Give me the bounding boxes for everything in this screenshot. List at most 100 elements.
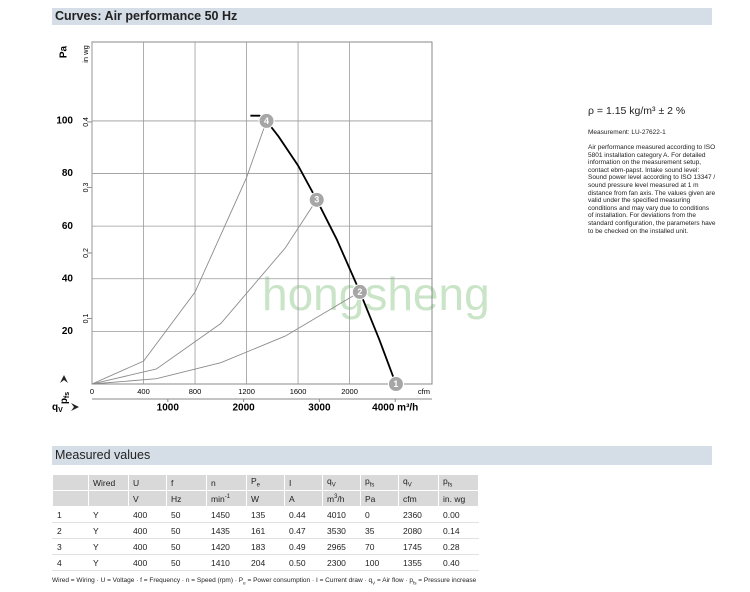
subscript: V: [331, 482, 336, 489]
header-cell: m3/h: [322, 490, 361, 507]
text: f = Frequency ·: [140, 577, 186, 584]
cell: 3530: [322, 522, 361, 539]
text: f: [171, 477, 174, 488]
plot-frame: [91, 41, 433, 385]
section-title: Curves: Air performance 50 Hz: [52, 8, 712, 25]
cell: 400: [128, 522, 167, 539]
header-cell: Wired: [88, 474, 129, 491]
text: P: [251, 476, 257, 487]
x2-tick-label: 4000 m³/h: [372, 403, 418, 414]
y-axis-label: Pa: [59, 45, 70, 58]
watermark: hongsheng: [262, 268, 490, 320]
cell: 35: [360, 522, 399, 539]
subscript: fs: [412, 580, 417, 586]
subscript: fs: [369, 482, 375, 489]
x2-tick-label: 1000: [157, 403, 180, 414]
x-tick-label: 1600: [290, 387, 307, 396]
cell: 1355: [398, 554, 439, 571]
x-tick-label: 1200: [238, 387, 255, 396]
axis-quantity: qV: [52, 402, 63, 414]
operating-point: [387, 376, 404, 392]
y2-tick-label: 0.4: [83, 117, 90, 127]
text: n = Speed (rpm) ·: [185, 577, 239, 584]
point-label: 4: [264, 116, 269, 126]
measurement: Measurement: LU-27622-1: [588, 129, 666, 136]
header-cell: V: [128, 490, 167, 507]
point-label: 2: [357, 287, 362, 297]
text: U: [133, 477, 140, 488]
subscript: fs: [64, 392, 71, 398]
cell: 1435: [206, 522, 247, 539]
text: p: [443, 476, 448, 487]
text: min: [211, 493, 225, 504]
cell: 1: [52, 506, 89, 523]
superscript: -1: [224, 493, 230, 500]
cell: Y: [88, 554, 129, 571]
subscript: e: [243, 580, 246, 586]
text: Wired: [93, 477, 116, 488]
x2-tick-label: 2000: [232, 403, 255, 414]
data-row: 4 Y 400 50 1410 204 0.50 2300 100 1355 0.40: [52, 554, 479, 571]
cell: 161: [246, 522, 285, 539]
cell: 2965: [322, 538, 361, 555]
header-cell: n: [206, 474, 247, 491]
curve: [91, 291, 361, 385]
cell: 70: [360, 538, 399, 555]
text: q: [368, 577, 373, 584]
chart: hongsheng 20 40 60 80 100 0.1 0.2 0.3 0.4 0 400 800 1…: [52, 41, 490, 414]
text: n: [211, 477, 216, 488]
y-tick-label: 80: [62, 168, 74, 179]
cell: 0.00: [438, 506, 479, 523]
text: Hz: [171, 493, 182, 504]
header-cell: [88, 490, 129, 507]
density: ρ = 1.15 kg/m³ ± 2 %: [588, 105, 686, 117]
text: = Pressure increase: [416, 577, 477, 584]
cell: 183: [246, 538, 285, 555]
header-cell: in. wg: [438, 490, 479, 507]
header-cell: I: [284, 474, 323, 491]
header-cell: Pe: [246, 474, 285, 491]
text: A: [289, 493, 295, 504]
y2-tick-label: 0.2: [83, 248, 90, 258]
header-cell: [52, 490, 89, 507]
text: P: [238, 577, 244, 584]
axis-quantity: pfs: [59, 392, 71, 404]
y-tick-label: 40: [62, 273, 74, 284]
subscript: V: [407, 482, 412, 489]
text: q: [403, 476, 408, 487]
text: cfm: [403, 493, 417, 504]
cell: 0.28: [438, 538, 479, 555]
curve: [91, 199, 318, 385]
point-label: 3: [314, 195, 319, 205]
cell: 400: [128, 554, 167, 571]
cell: 204: [246, 554, 285, 571]
cell: 2360: [398, 506, 439, 523]
cell: 1450: [206, 506, 247, 523]
text: I = Current draw ·: [315, 577, 369, 584]
footnote: Wired = Wiring · U = Voltage · f = Frequ…: [52, 577, 476, 585]
arrow: [60, 375, 68, 383]
point-label: 1: [393, 379, 398, 389]
header-cell: pfs: [360, 474, 399, 491]
data-row: 1 Y 400 50 1450 135 0.44 4010 0 2360 0.00: [52, 506, 479, 523]
header-cell: pfs: [438, 474, 479, 491]
header-cell: qV: [398, 474, 439, 491]
text: V: [133, 493, 139, 504]
arrow: [71, 403, 79, 411]
cell: 3: [52, 538, 89, 555]
y2-tick-label: 0.3: [83, 182, 90, 192]
cell: Y: [88, 506, 129, 523]
text: Pa: [365, 493, 376, 504]
x-axis-label: cfm: [418, 387, 430, 396]
cell: 400: [128, 506, 167, 523]
cell: Y: [88, 522, 129, 539]
data-row: 2 Y 400 50 1435 161 0.47 3530 35 2080 0.14: [52, 522, 479, 539]
cell: 1410: [206, 554, 247, 571]
header-cell: [52, 474, 89, 491]
cell: 0: [360, 506, 399, 523]
header-cell: Hz: [166, 490, 207, 507]
cell: 100: [360, 554, 399, 571]
cell: 1745: [398, 538, 439, 555]
